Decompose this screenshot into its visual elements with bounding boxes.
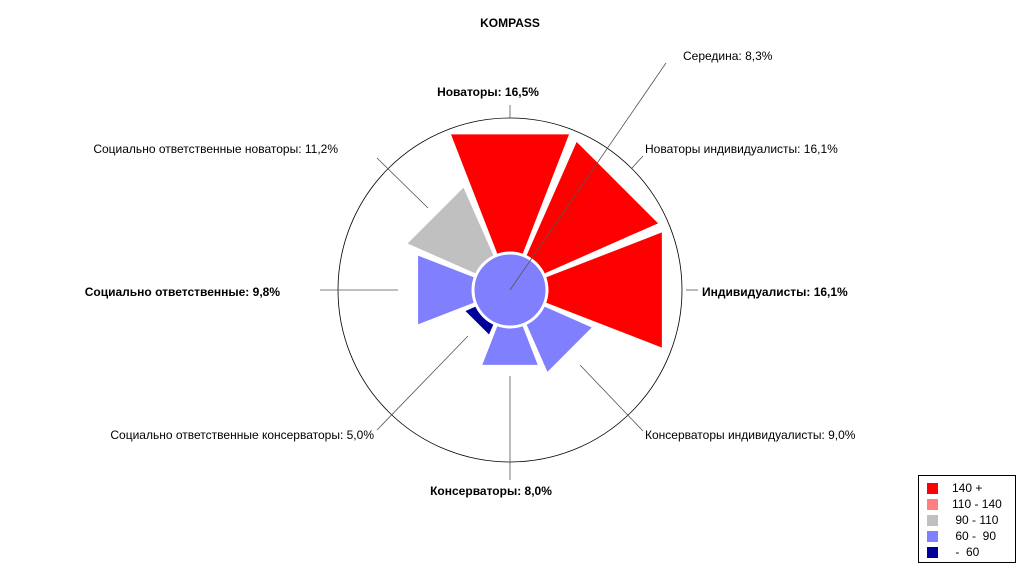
sector-label-konservatory: Консерваторы: 8,0% [430, 484, 552, 498]
legend-item-90-110: 90 - 110 [927, 512, 998, 528]
sector-label-soc_otv: Социально ответственные: 9,8% [85, 285, 281, 299]
center-label: Середина: 8,3% [683, 49, 773, 63]
legend-swatch [927, 482, 938, 494]
legend-label: 140 + [952, 481, 983, 495]
center-leader-line [509, 62, 667, 291]
legend-swatch [927, 546, 938, 558]
legend-swatch [927, 530, 938, 542]
sector-label-soc_otv_novatory: Социально ответственные новаторы: 11,2% [93, 142, 338, 156]
legend-label: 60 - 90 [952, 529, 997, 543]
leader-line [631, 155, 644, 169]
legend-swatch [927, 514, 938, 526]
sector-label-konservatory_individualisty: Консерваторы индивидуалисты: 9,0% [645, 428, 856, 442]
legend-label: - 60 [952, 545, 980, 559]
legend-swatch [927, 498, 938, 510]
sector-label-soc_otv_konservatory: Социально ответственные консерваторы: 5,… [110, 428, 374, 442]
leader-line [579, 364, 644, 432]
leader-line [376, 157, 429, 209]
legend-item-140-plus: 140 + [927, 480, 982, 496]
legend-item-below-60: - 60 [927, 544, 979, 560]
legend-item-60-90: 60 - 90 [927, 528, 996, 544]
legend-label: 110 - 140 [952, 497, 1002, 511]
legend: 140 + 110 - 140 90 - 110 60 - 90 - 60 [918, 475, 1016, 563]
sector-label-novatory: Новаторы: 16,5% [437, 85, 539, 99]
sector-label-individualisty: Индивидуалисты: 16,1% [702, 285, 848, 299]
sector-label-novatory_individualisty: Новаторы индивидуалисты: 16,1% [645, 142, 838, 156]
legend-label: 90 - 110 [952, 513, 999, 527]
leader-line [376, 335, 469, 431]
legend-item-110-140: 110 - 140 [927, 496, 1002, 512]
chart-title: KOMPASS [480, 16, 540, 30]
